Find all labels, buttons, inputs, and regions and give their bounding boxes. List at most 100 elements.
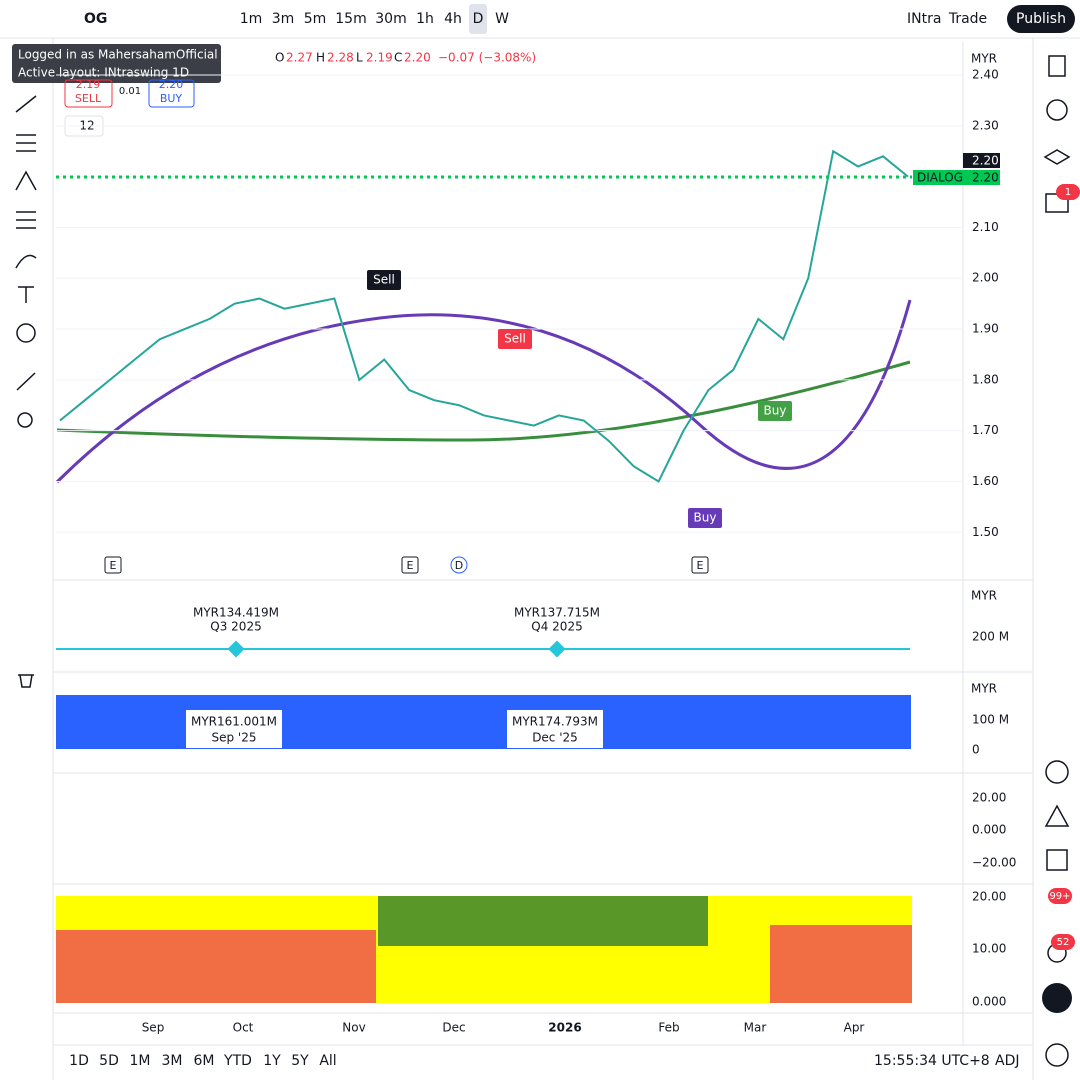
interval[interactable]: W — [495, 11, 509, 27]
signal: Buy — [694, 511, 717, 525]
moving-average — [55, 299, 912, 484]
sell-box[interactable] — [64, 79, 113, 108]
ohlc-change: −0.07 (−3.08%) — [438, 51, 536, 65]
signal: Buy — [764, 404, 787, 418]
trade-button[interactable]: Trade — [948, 11, 987, 27]
range-button[interactable]: 5Y — [291, 1053, 309, 1069]
currency[interactable]: MYR — [971, 682, 997, 696]
symbol[interactable]: OG — [84, 11, 107, 27]
y-tick-label: 100 M — [972, 713, 1009, 727]
y-tick-label: 0.000 — [972, 995, 1006, 1009]
revenue-value: MYR161.001M — [191, 715, 277, 729]
tooltip-user: Logged in as MahersahamOfficial — [18, 48, 218, 62]
signal: Sell — [504, 332, 526, 346]
event[interactable]: E — [110, 559, 117, 572]
x-tick-label: Oct — [233, 1021, 254, 1035]
range-button[interactable]: 1Y — [263, 1053, 281, 1069]
badge: 1 — [1065, 187, 1071, 198]
symbol-bg — [913, 170, 1000, 185]
y-tick-label: 20.00 — [972, 890, 1006, 904]
ohlc-high: 2.28 — [327, 51, 354, 65]
range-button[interactable]: 6M — [194, 1053, 215, 1069]
event[interactable]: E — [407, 559, 414, 572]
y-tick-label: 2.30 — [972, 118, 999, 132]
y-tick-label: 200 M — [972, 630, 1009, 644]
oscillator-red — [56, 930, 376, 1003]
range-button[interactable]: 1M — [130, 1053, 151, 1069]
adj-toggle[interactable]: ADJ — [995, 1053, 1020, 1069]
x-tick-label: Mar — [744, 1021, 767, 1035]
range-button[interactable]: 5D — [99, 1053, 119, 1069]
y-tick-label: 1.70 — [972, 423, 999, 437]
left-toolbar[interactable] — [15, 95, 37, 688]
buy-label[interactable]: BUY — [160, 92, 183, 105]
badge-bg — [1056, 184, 1080, 200]
x-tick-label: Feb — [658, 1021, 679, 1035]
event-bg — [691, 556, 709, 574]
earnings-marker — [227, 640, 245, 658]
revenue-period: Sep '25 — [212, 731, 257, 745]
ohlc-c: C — [394, 51, 402, 65]
event[interactable]: E — [697, 559, 704, 572]
y-tick-label: 2.10 — [972, 220, 999, 234]
interval[interactable]: 5m — [304, 11, 327, 27]
symbol-label: DIALOG — [917, 171, 963, 185]
buy-price[interactable]: 2.20 — [159, 78, 184, 91]
ohlc-o: O — [275, 51, 284, 65]
event[interactable]: D — [455, 559, 463, 572]
interval[interactable]: 1h — [416, 11, 434, 27]
earnings-marker — [548, 640, 566, 658]
signal-bg — [688, 508, 722, 528]
y-tick-label: 0.000 — [972, 823, 1006, 837]
interval[interactable]: 30m — [375, 11, 406, 27]
signal: Sell — [373, 273, 395, 287]
y-tick-label: 1.60 — [972, 474, 999, 488]
sell-label[interactable]: SELL — [75, 92, 102, 105]
y-tick-label: 10.00 — [972, 942, 1006, 956]
revenue-period: Dec '25 — [532, 731, 578, 745]
symbol-price: 2.20 — [972, 171, 999, 185]
y-tick-label: 1.80 — [972, 372, 999, 386]
earnings-value: MYR134.419M — [193, 606, 279, 620]
interval[interactable]: 15m — [335, 11, 366, 27]
badge-bg — [1048, 888, 1072, 904]
tooltip-layout: Active layout: INtraswing 1D — [18, 66, 189, 80]
ohlc-h: H — [316, 51, 325, 65]
publish-label[interactable]: Publish — [1016, 11, 1066, 27]
earnings-period: Q4 2025 — [531, 620, 582, 634]
interval[interactable]: 4h — [444, 11, 462, 27]
y-tick-label: −20.00 — [972, 856, 1016, 870]
buy-box[interactable] — [148, 79, 195, 108]
interval-active[interactable] — [469, 4, 487, 34]
range-button[interactable]: 3M — [162, 1053, 183, 1069]
range-button[interactable]: YTD — [223, 1053, 252, 1069]
currency[interactable]: MYR — [971, 52, 997, 66]
event-bg — [401, 556, 419, 574]
revenue-label-bg — [186, 710, 282, 748]
x-tick-label: Sep — [142, 1021, 165, 1035]
publish-button[interactable] — [1007, 5, 1075, 33]
range-button[interactable]: All — [319, 1053, 336, 1069]
interval[interactable]: 3m — [272, 11, 295, 27]
y-tick-label: 2.40 — [972, 68, 999, 82]
sell-price[interactable]: 2.19 — [76, 78, 101, 91]
ohlc-open: 2.27 — [286, 51, 313, 65]
right-sidebar[interactable] — [1042, 55, 1072, 1067]
tooltip — [12, 44, 221, 83]
earnings-value: MYR137.715M — [514, 606, 600, 620]
currency[interactable]: MYR — [971, 589, 997, 603]
signal-bg — [498, 329, 532, 349]
y-tick-label: 1.90 — [972, 322, 999, 336]
range-button[interactable]: 1D — [69, 1053, 89, 1069]
last-price-bg — [963, 153, 1000, 168]
interval[interactable]: D — [473, 11, 484, 27]
interval[interactable]: 1m — [240, 11, 263, 27]
layout-name[interactable]: INtra — [907, 11, 941, 27]
y-tick-label: 1.50 — [972, 525, 999, 539]
badge: 52 — [1057, 937, 1070, 948]
clock: 15:55:34 UTC+8 — [874, 1053, 990, 1069]
revenue-label-bg — [507, 710, 603, 748]
oscillator-green — [378, 896, 708, 946]
x-tick-label: Nov — [342, 1021, 365, 1035]
